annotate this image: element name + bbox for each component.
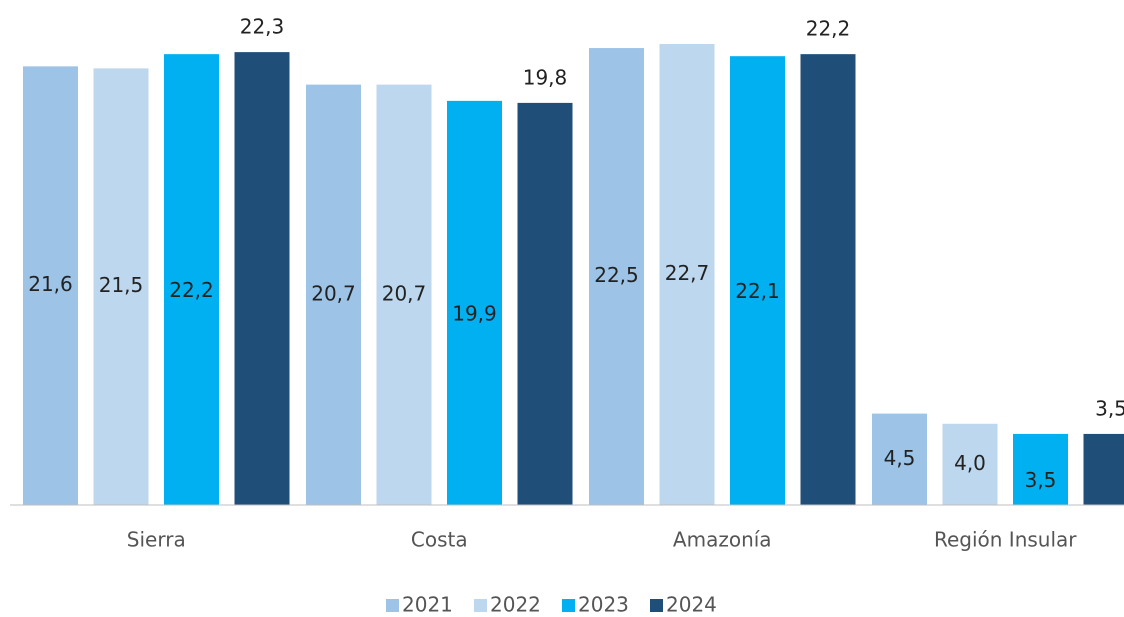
data-label: 4,5 [884,446,916,470]
x-tick-label: Amazonía [673,528,772,552]
data-label: 20,7 [382,281,427,305]
bar [1083,433,1124,505]
bar [659,44,715,505]
bar [164,54,219,506]
data-label: 3,5 [1025,468,1057,492]
data-label: 21,6 [28,272,73,296]
data-label: 20,7 [311,281,356,305]
bar [942,423,998,505]
x-tick-label: Sierra [127,528,186,552]
data-label: 22,3 [240,15,285,39]
bar [376,84,432,506]
data-label: 22,7 [665,261,710,285]
data-label: 19,9 [452,301,497,325]
legend-label: 2023 [578,593,629,617]
x-tick-label: Región Insular [934,528,1077,552]
data-label: 4,0 [954,451,986,475]
data-label: 22,2 [806,17,851,41]
data-label: 3,5 [1095,396,1124,420]
legend-label: 2022 [490,593,541,617]
data-label: 22,2 [169,278,214,302]
legend-swatch [474,599,487,612]
legend-swatch [650,599,663,612]
data-label: 21,5 [99,273,144,297]
data-label: 22,1 [735,279,780,303]
bar [589,48,644,505]
bar [1013,433,1068,505]
bar [800,54,856,506]
bar [730,56,785,505]
bar [517,102,573,505]
legend-swatch [562,599,575,612]
bar [447,100,502,505]
data-label: 19,8 [523,65,568,89]
bar [872,413,927,505]
x-tick-label: Costa [411,528,468,552]
bar [93,68,149,505]
bar [306,84,361,506]
bar [234,52,290,505]
legend-swatch [386,599,399,612]
legend-label: 2021 [402,593,453,617]
data-label: 22,5 [594,263,639,287]
bar [23,66,78,506]
legend-label: 2024 [666,593,717,617]
